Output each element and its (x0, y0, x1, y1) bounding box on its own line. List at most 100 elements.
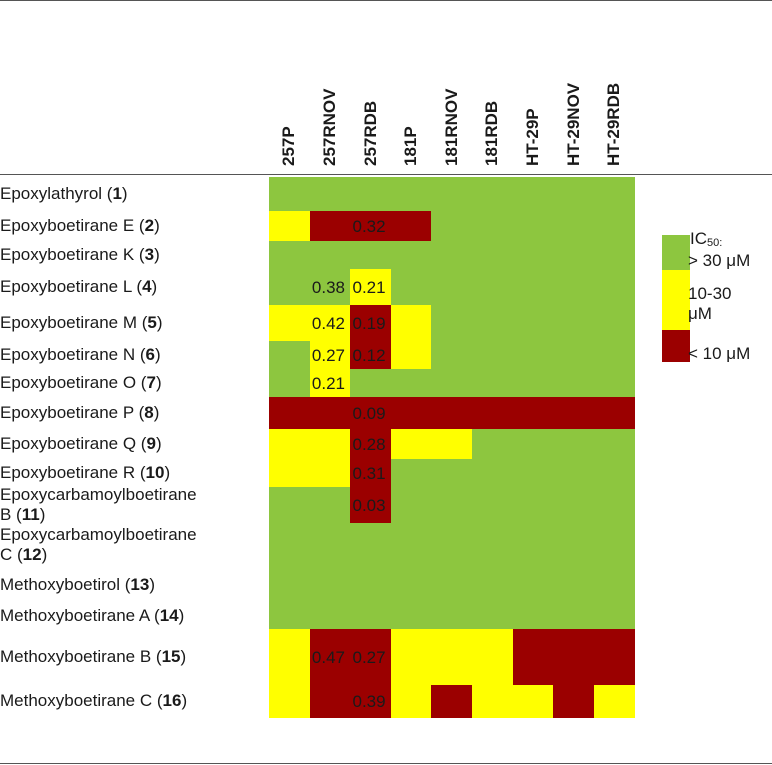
heatmap-cell (350, 211, 392, 242)
heatmap-cell (553, 459, 595, 488)
cell-value: 0.38 (311, 278, 345, 297)
cell-value: 0.28 (352, 435, 386, 454)
heatmap-cell (431, 523, 473, 568)
heatmap-cell (269, 567, 311, 604)
legend-entry-text: < 10 μM (688, 344, 751, 363)
row-label: Epoxyboetirane P (8) (0, 403, 159, 423)
heatmap-cell (472, 305, 514, 342)
heatmap-cell (350, 369, 392, 398)
bottom-rule (0, 763, 772, 764)
heatmap-cell (472, 369, 514, 398)
heatmap-cell (431, 629, 473, 686)
heatmap-cell (431, 369, 473, 398)
heatmap-cell (512, 341, 554, 370)
heatmap-cell (390, 341, 432, 370)
compound-number: 1 (112, 184, 122, 203)
heatmap-cell (553, 487, 595, 524)
row-label: Epoxyboetirane R (10) (0, 463, 170, 483)
row-label-text: C ( (0, 545, 23, 564)
heatmap-cell (269, 369, 311, 398)
heatmap-cell (512, 603, 554, 630)
row-label-text: Epoxyboetirane Q ( (0, 434, 147, 453)
heatmap-cell (269, 429, 311, 460)
row-label-suffix: ) (155, 373, 162, 392)
heatmap-cell (431, 341, 473, 370)
heatmap-cell (553, 305, 595, 342)
row-label: Epoxyboetirane E (2) (0, 216, 160, 236)
heatmap-cell (350, 629, 392, 686)
row-label-text: Epoxyboetirane R ( (0, 463, 146, 482)
row-label-suffix: ) (149, 575, 155, 594)
heatmap-cell (269, 211, 311, 242)
heatmap-cell (390, 603, 432, 630)
column-header-label: HT-29RDB (604, 82, 624, 166)
row-label-text: Epoxyboetirane K ( (0, 245, 145, 264)
row-label-suffix: ) (155, 434, 162, 453)
heatmap-cell (309, 211, 351, 242)
heatmap-cell (553, 629, 595, 686)
row-label: Epoxyboetirane O (7) (0, 373, 162, 393)
heatmap-cell (431, 211, 473, 242)
row-label-suffix: ) (121, 184, 128, 203)
compound-number: 10 (145, 463, 165, 482)
cell-value: 0.12 (352, 346, 386, 365)
compound-number: 11 (21, 505, 40, 524)
heatmap-cell (593, 369, 635, 398)
heatmap-cell (350, 487, 392, 524)
heatmap-cell (512, 241, 554, 270)
row-label: Epoxyboetirane K (3) (0, 245, 160, 265)
heatmap-cell (269, 241, 311, 270)
row-label: Epoxycarbamoylboetirane B (11) (0, 485, 197, 525)
heatmap-cell (593, 487, 635, 524)
row-label-text: Epoxyboetirane L ( (0, 277, 143, 296)
heatmap-cell (269, 685, 311, 718)
heatmap-cell (593, 397, 635, 430)
legend-title-main: IC (690, 229, 707, 248)
heatmap-cell (390, 241, 432, 270)
heatmap-cell (512, 397, 554, 430)
heatmap-cell (309, 629, 351, 686)
heatmap-cell (512, 523, 554, 568)
row-label: Methoxyboetirane B (15) (0, 647, 186, 667)
compound-number: 4 (142, 277, 152, 296)
compound-number: 13 (130, 575, 150, 594)
heatmap-cell (269, 459, 311, 488)
row-label: Epoxyboetirane L (4) (0, 277, 157, 297)
heatmap-cell (593, 341, 635, 370)
compound-number: 7 (146, 373, 156, 392)
legend-entry-label: < 10 μM (688, 344, 750, 364)
heatmap-cell (309, 523, 351, 568)
heatmap-cell (350, 269, 392, 306)
heatmap-cell (309, 685, 351, 718)
heatmap-cell (593, 685, 635, 718)
legend-title-sub: 50: (707, 237, 723, 249)
heatmap-cell (593, 567, 635, 604)
cell-value: 0.09 (352, 404, 386, 423)
heatmap-cell (593, 629, 635, 686)
heatmap-cell (431, 269, 473, 306)
heatmap-cell (512, 429, 554, 460)
heatmap-cell (309, 341, 351, 370)
heatmap-cell (472, 523, 514, 568)
heatmap-cell (472, 269, 514, 306)
heatmap-cell (593, 523, 635, 568)
row-label-text: Epoxyboetirane N ( (0, 345, 146, 364)
row-label: Epoxyboetirane Q (9) (0, 434, 162, 454)
row-label-suffix: ) (164, 463, 171, 482)
heatmap-cell (553, 269, 595, 306)
legend-entry-text: 10-30 (688, 284, 732, 303)
heatmap-cell (431, 177, 473, 212)
compound-number: 9 (146, 434, 156, 453)
row-label: Epoxycarbamoylboetirane C (12) (0, 525, 197, 565)
row-label-text: Epoxycarbamoylboetirane (0, 525, 197, 544)
heatmap-cell (309, 177, 351, 212)
heatmap-cell (512, 269, 554, 306)
heatmap-cell (472, 487, 514, 524)
heatmap-cell (472, 629, 514, 686)
cell-value: 0.32 (352, 217, 386, 236)
row-label-suffix: ) (154, 216, 160, 235)
row-label-text: Methoxyboetirane C ( (0, 691, 163, 710)
heatmap-cell (350, 341, 392, 370)
row-label-text: Epoxyboetirane M ( (0, 313, 148, 332)
row-label-text: Epoxyboetirane O ( (0, 373, 147, 392)
